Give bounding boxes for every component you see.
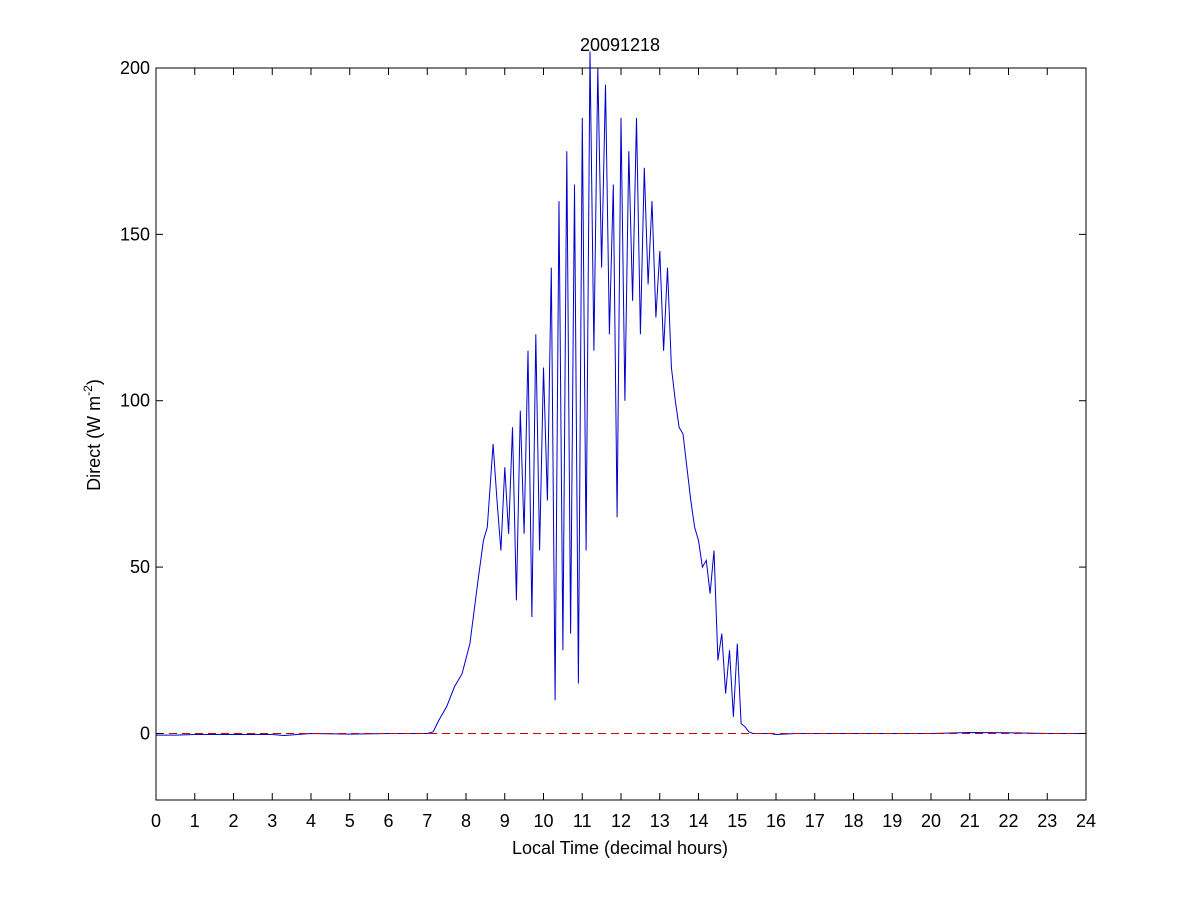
x-axis-ticks: 0 1 2 3 4 5 6 7 8 9 10 11 12 13 14 15 16 17 18 19 20 21 22 23 24 bbox=[151, 68, 1096, 831]
y-tick-label: 0 bbox=[140, 723, 150, 743]
x-tick-label: 4 bbox=[306, 811, 316, 831]
x-tick-label: 20 bbox=[921, 811, 941, 831]
x-tick-label: 0 bbox=[151, 811, 161, 831]
x-tick-label: 2 bbox=[228, 811, 238, 831]
x-tick-label: 17 bbox=[805, 811, 825, 831]
y-axis-ticks: 0 50 100 150 200 bbox=[120, 58, 1086, 743]
x-tick-label: 10 bbox=[533, 811, 553, 831]
x-tick-label: 8 bbox=[461, 811, 471, 831]
x-tick-label: 12 bbox=[611, 811, 631, 831]
y-axis-label: Direct (W m-2) bbox=[81, 379, 104, 491]
x-tick-label: 13 bbox=[650, 811, 670, 831]
x-tick-label: 7 bbox=[422, 811, 432, 831]
plot-frame bbox=[155, 67, 1087, 801]
x-axis-label: Local Time (decimal hours) bbox=[512, 838, 728, 858]
x-tick-label: 24 bbox=[1076, 811, 1096, 831]
x-tick-label: 14 bbox=[688, 811, 708, 831]
x-tick-label: 18 bbox=[843, 811, 863, 831]
x-tick-label: 11 bbox=[573, 811, 592, 831]
x-tick-label: 15 bbox=[727, 811, 747, 831]
x-tick-label: 5 bbox=[345, 811, 355, 831]
x-tick-label: 21 bbox=[960, 811, 980, 831]
x-tick-label: 3 bbox=[267, 811, 277, 831]
series-layer bbox=[156, 51, 1086, 737]
y-tick-label: 150 bbox=[120, 224, 150, 244]
x-tick-label: 6 bbox=[383, 811, 393, 831]
x-tick-label: 19 bbox=[882, 811, 902, 831]
plot-area: 0 1 2 3 4 5 6 7 8 9 10 11 12 13 14 15 16 17 18 19 20 21 22 23 24… bbox=[120, 51, 1096, 831]
direct-radiation-series bbox=[156, 51, 1086, 737]
x-tick-label: 22 bbox=[998, 811, 1018, 831]
x-tick-label: 1 bbox=[190, 811, 200, 831]
x-tick-label: 9 bbox=[500, 811, 510, 831]
y-axis-label-prefix: Direct (W m bbox=[84, 396, 104, 491]
y-tick-label: 50 bbox=[130, 557, 150, 577]
chart-title: 20091218 bbox=[580, 35, 660, 55]
y-axis-label-superscript: -2 bbox=[81, 385, 95, 396]
x-tick-label: 23 bbox=[1037, 811, 1057, 831]
y-tick-label: 100 bbox=[120, 391, 150, 411]
y-axis-label-suffix: ) bbox=[84, 379, 104, 385]
y-tick-label: 200 bbox=[120, 58, 150, 78]
x-tick-label: 16 bbox=[766, 811, 786, 831]
